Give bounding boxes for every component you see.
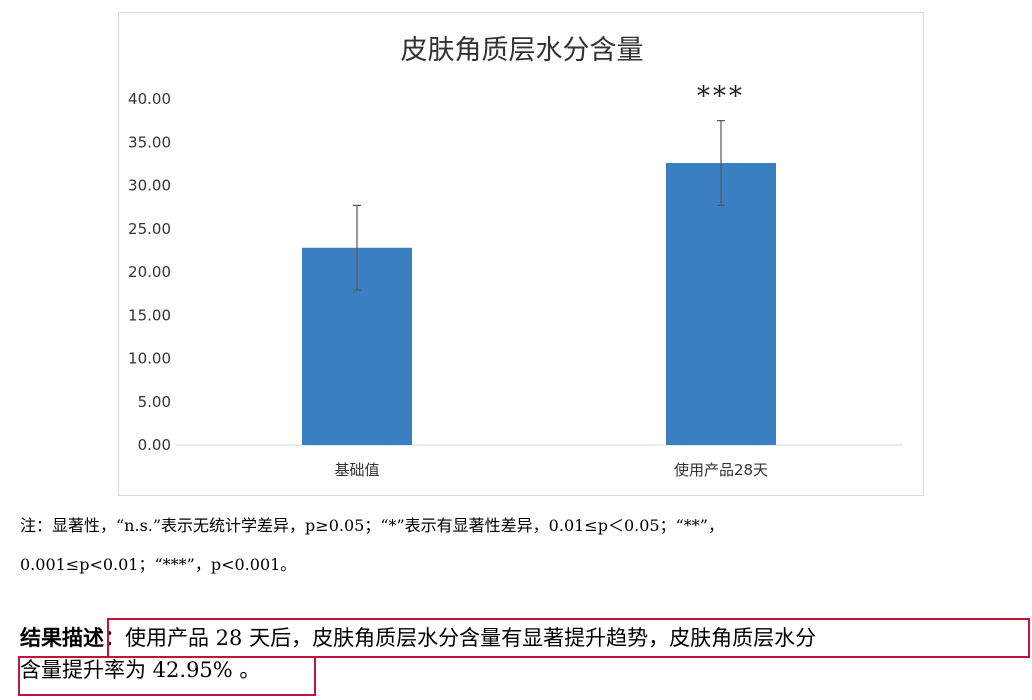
y-tick-label: 10.00 — [128, 350, 171, 368]
x-tick-label: 使用产品28天 — [674, 461, 768, 479]
y-tick-label: 20.00 — [128, 263, 171, 281]
chart-title: 皮肤角质层水分含量 — [401, 35, 644, 66]
y-tick-label: 5.00 — [138, 393, 171, 411]
result-line-2: 含量提升率为 42.95% 。 — [20, 655, 260, 685]
bar — [666, 163, 776, 445]
y-axis-ticks: 0.00 5.00 10.00 15.00 20.00 25.00 30.00 35.00 40… — [128, 90, 171, 454]
y-tick-label: 35.00 — [128, 133, 171, 151]
y-tick-label: 15.00 — [128, 306, 171, 324]
result-label: 结果描述： — [20, 626, 125, 650]
bars-group: *** — [302, 82, 776, 445]
note-line-1: 注：显著性，“n.s.”表示无统计学差异，p≥0.05；“*”表示有显著性差异，… — [20, 516, 724, 535]
y-tick-label: 25.00 — [128, 220, 171, 238]
y-tick-label: 40.00 — [128, 90, 171, 108]
y-tick-label: 30.00 — [128, 177, 171, 195]
chart-container: 皮肤角质层水分含量 0.00 5.00 10.00 15.00 20.00 25.00 30… — [118, 12, 924, 496]
x-axis-labels: 基础值 使用产品28天 — [334, 461, 768, 479]
significance-label: *** — [697, 82, 745, 112]
note-line-2: 0.001≤p<0.01；“***”，p<0.001。 — [20, 555, 297, 574]
result-text-1: 使用产品 28 天后，皮肤角质层水分含量有显著提升趋势，皮肤角质层水分 — [125, 626, 817, 650]
x-tick-label: 基础值 — [334, 461, 379, 479]
bar-chart: 皮肤角质层水分含量 0.00 5.00 10.00 15.00 20.00 25.00 30… — [128, 35, 903, 479]
result-line-1: 结果描述：使用产品 28 天后，皮肤角质层水分含量有显著提升趋势，皮肤角质层水分 — [20, 623, 816, 653]
result-text-2: 含量提升率为 42.95% 。 — [20, 658, 261, 682]
y-tick-label: 0.00 — [138, 436, 171, 454]
